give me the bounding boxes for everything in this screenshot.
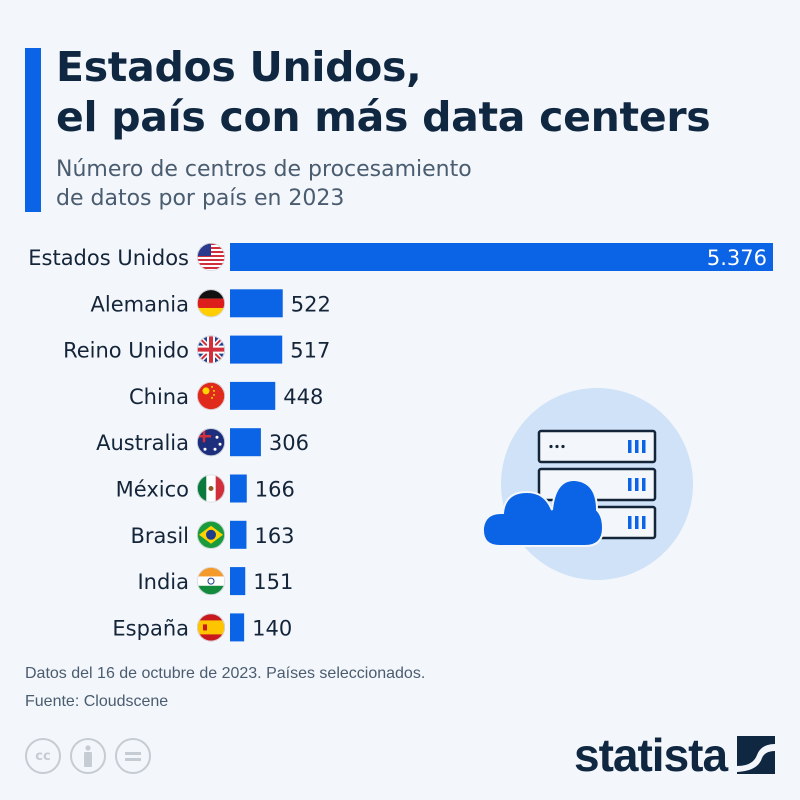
bar (230, 243, 773, 271)
bar-row: India 151 (137, 567, 293, 596)
license-icons[interactable]: cc (25, 738, 151, 774)
bar (230, 474, 247, 503)
bar (230, 381, 276, 410)
cc-icon[interactable]: cc (25, 738, 61, 774)
flag-us-icon (197, 243, 225, 271)
note-text: Datos del 16 de octubre de 2023. Países … (25, 665, 426, 682)
source-text: Fuente: Cloudscene (25, 693, 169, 710)
bar (230, 335, 283, 364)
flag-in-icon (197, 567, 225, 596)
subtitle: Número de centros de procesamiento de da… (56, 155, 472, 213)
bar (230, 567, 246, 596)
category-label: Brasil (130, 524, 189, 548)
bar-row: Reino Unido 517 (63, 335, 330, 364)
category-label: Reino Unido (63, 339, 189, 363)
bar (230, 520, 247, 549)
category-label: Alemania (91, 292, 189, 316)
flag-es-icon (197, 613, 225, 642)
logo-text: statista (574, 729, 728, 781)
bar-row: Brasil 163 (130, 520, 295, 549)
statista-logo-icon (737, 736, 776, 774)
data-center-illustration (481, 388, 693, 580)
bar (230, 428, 261, 457)
flag-au-icon (197, 428, 225, 457)
statista-logo[interactable]: statista (574, 728, 776, 782)
chart-footnote: Datos del 16 de octubre de 2023. Países … (25, 660, 425, 716)
subtitle-line-1: Número de centros de procesamiento (56, 157, 472, 182)
category-label: India (137, 570, 189, 594)
flag-de-icon (197, 289, 225, 318)
bar-row: Australia 306 (96, 428, 309, 457)
bar-chart: Estados Unidos 5.376 Alemania 522 Reino Unid… (28, 242, 773, 642)
bar-row: México 166 (116, 474, 295, 503)
bar-row: Alemania 522 (91, 289, 331, 318)
bar-row: Estados Unidos 5.376 (28, 242, 773, 272)
category-label: China (129, 385, 189, 409)
bar (230, 613, 245, 642)
flag-cn-icon (197, 381, 225, 410)
bar-row: China 448 (129, 381, 323, 410)
flag-mx-icon (197, 474, 225, 503)
category-label: Estados Unidos (28, 246, 189, 270)
data-label: 140 (252, 616, 292, 640)
bar (230, 289, 283, 318)
cloud-icon (481, 478, 605, 547)
page-title: Estados Unidos, el país con más data cen… (56, 42, 711, 142)
data-label: 151 (253, 570, 293, 594)
data-label: 517 (290, 339, 330, 363)
subtitle-line-2: de datos por país en 2023 (56, 186, 345, 211)
data-label: 306 (269, 431, 309, 455)
title-line-1: Estados Unidos, (56, 43, 422, 91)
data-label: 166 (255, 478, 295, 502)
category-label: México (116, 478, 189, 502)
bar-row: España 140 (112, 613, 292, 642)
title-line-2: el país con más data centers (56, 93, 711, 141)
attribution-icon[interactable] (70, 738, 106, 774)
data-label: 448 (283, 385, 323, 409)
data-label: 522 (291, 292, 331, 316)
category-label: España (112, 616, 189, 640)
flag-br-icon (197, 520, 225, 549)
no-derivatives-icon[interactable] (115, 738, 151, 774)
title-accent-bar (25, 48, 41, 212)
data-label: 5.376 (707, 246, 767, 270)
data-label: 163 (254, 524, 294, 548)
category-label: Australia (96, 431, 189, 455)
